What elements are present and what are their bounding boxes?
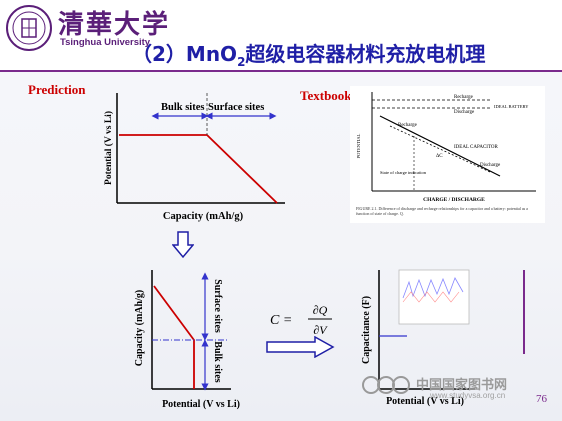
lower-left-ylabel: Capacity (mAh/g) xyxy=(134,290,145,366)
prediction-curve xyxy=(119,134,278,204)
svg-text:C =: C = xyxy=(270,313,292,328)
lower-right-inset xyxy=(398,269,470,325)
lower-left-bulk-sites-label: Bulk sites xyxy=(212,341,223,383)
prediction-plot: Bulk sites Surface sites Potential (V vs… xyxy=(103,93,285,222)
prediction-label: Prediction xyxy=(28,82,86,97)
svg-text:∂Q: ∂Q xyxy=(313,303,328,317)
svg-text:IDEAL BATTERY: IDEAL BATTERY xyxy=(494,104,529,109)
slide-title: （2）MnO2超级电容器材料充放电机理 xyxy=(132,38,485,69)
svg-text:Recharge: Recharge xyxy=(398,123,418,128)
right-arrow-icon xyxy=(266,336,335,358)
logo-chinese-text: 清華大学 xyxy=(58,10,171,40)
svg-text:Recharge: Recharge xyxy=(454,95,474,100)
header-bar xyxy=(0,0,562,72)
university-seal-icon xyxy=(6,5,52,51)
svg-text:ΔC: ΔC xyxy=(436,154,443,159)
prediction-xlabel: Capacity (mAh/g) xyxy=(163,211,244,222)
slide-title-subscript: 2 xyxy=(237,55,246,69)
lower-right-plot: Capacitance (F) Potential (V vs Li) xyxy=(361,269,525,407)
svg-text:POTENTIAL: POTENTIAL xyxy=(356,133,361,158)
capacitance-formula: C = ∂Q ∂V xyxy=(270,303,332,337)
slide-title-suffix: 超级电容器材料充放电机理 xyxy=(245,42,486,66)
slide-title-prefix: （2）MnO xyxy=(132,42,238,66)
svg-text:Discharge: Discharge xyxy=(480,163,501,168)
svg-text:State of charge indication: State of charge indication xyxy=(380,170,427,175)
svg-text:CHARGE / DISCHARGE: CHARGE / DISCHARGE xyxy=(423,197,485,203)
textbook-label: Textbook xyxy=(300,88,352,103)
prediction-ylabel: Potential (V vs Li) xyxy=(103,111,114,185)
down-arrow-icon xyxy=(172,231,194,259)
watermark-logo-icon xyxy=(362,376,410,394)
svg-text:Discharge: Discharge xyxy=(454,110,475,115)
lower-right-ylabel: Capacitance (F) xyxy=(361,296,372,364)
watermark-cn-text: 中国国家图书网 xyxy=(416,378,508,393)
svg-text:∂V: ∂V xyxy=(313,323,328,337)
lower-left-xlabel: Potential (V vs Li) xyxy=(162,399,240,410)
watermark: 中国国家图书网 www.studyvsa.org.cn xyxy=(362,372,557,404)
prediction-bulk-sites-label: Bulk sites xyxy=(161,102,204,113)
lower-left-curve xyxy=(153,285,195,389)
prediction-surface-sites-label: Surface sites xyxy=(208,102,264,113)
textbook-figure: Recharge Discharge IDEAL BATTERY Recharg… xyxy=(350,86,545,223)
logo-english-text: Tsinghua University xyxy=(60,37,151,48)
lower-right-xlabel: Potential (V vs Li) xyxy=(386,396,464,407)
svg-text:IDEAL CAPACITOR: IDEAL CAPACITOR xyxy=(454,145,499,150)
lower-left-surface-sites-label: Surface sites xyxy=(212,279,223,333)
lower-right-inset-curve xyxy=(402,277,464,299)
lower-left-plot: Surface sites Bulk sites Capacity (mAh/g… xyxy=(134,270,240,410)
watermark-url-text: www.studyvsa.org.cn xyxy=(430,391,506,400)
page-number: 76 xyxy=(536,393,547,405)
